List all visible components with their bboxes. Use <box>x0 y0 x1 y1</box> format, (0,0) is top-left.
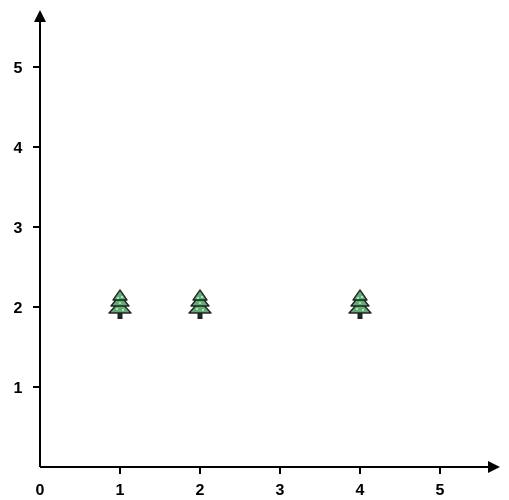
ticks <box>33 66 441 474</box>
tree-tier-top <box>112 289 128 301</box>
pine-tree-icon <box>348 289 372 319</box>
x-tick-label: 1 <box>116 482 125 499</box>
pine-tree-icon <box>188 289 212 319</box>
tree-ornament <box>356 308 358 310</box>
tree-trunk <box>197 312 203 319</box>
tree-ornament <box>357 297 359 299</box>
tree-ornament <box>201 296 203 298</box>
tree-ornament <box>117 297 119 299</box>
axes <box>34 10 500 473</box>
tree-trunk <box>357 312 363 319</box>
tree-ornament <box>359 302 361 304</box>
tree-tier-top <box>352 289 368 301</box>
x-tick-label: 4 <box>356 482 365 499</box>
pine-tree-icon <box>108 289 132 319</box>
x-tick-label: 2 <box>196 482 205 499</box>
tree-tier-bottom <box>348 300 372 314</box>
x-tick-label: 5 <box>436 482 445 499</box>
tree-ornament <box>116 308 118 310</box>
tree-tier-top <box>192 289 208 301</box>
y-tick-label: 1 <box>14 380 23 397</box>
tick-labels: 0 1 2 3 4 5 1 2 3 4 5 <box>14 60 445 499</box>
tree-ornament <box>197 297 199 299</box>
tree-ornament <box>202 309 204 311</box>
tree-ornament <box>196 308 198 310</box>
tree-tier-bottom <box>188 300 212 314</box>
x-tick-label: 3 <box>276 482 285 499</box>
y-tick-label: 5 <box>14 60 23 77</box>
tree-trunk <box>117 312 123 319</box>
tree-ornament <box>362 309 364 311</box>
y-tick-label: 2 <box>14 300 23 317</box>
y-tick-label: 4 <box>14 140 23 157</box>
y-tick-label: 3 <box>14 220 23 237</box>
x-tick-label: 0 <box>36 482 45 499</box>
tree-ornament <box>122 309 124 311</box>
data-points <box>108 289 372 319</box>
y-axis-arrow-icon <box>34 10 46 22</box>
tree-ornament <box>121 296 123 298</box>
tree-ornament <box>361 296 363 298</box>
x-axis-arrow-icon <box>488 461 500 473</box>
tree-ornament <box>199 302 201 304</box>
tree-ornament <box>119 302 121 304</box>
tree-tier-bottom <box>108 300 132 314</box>
